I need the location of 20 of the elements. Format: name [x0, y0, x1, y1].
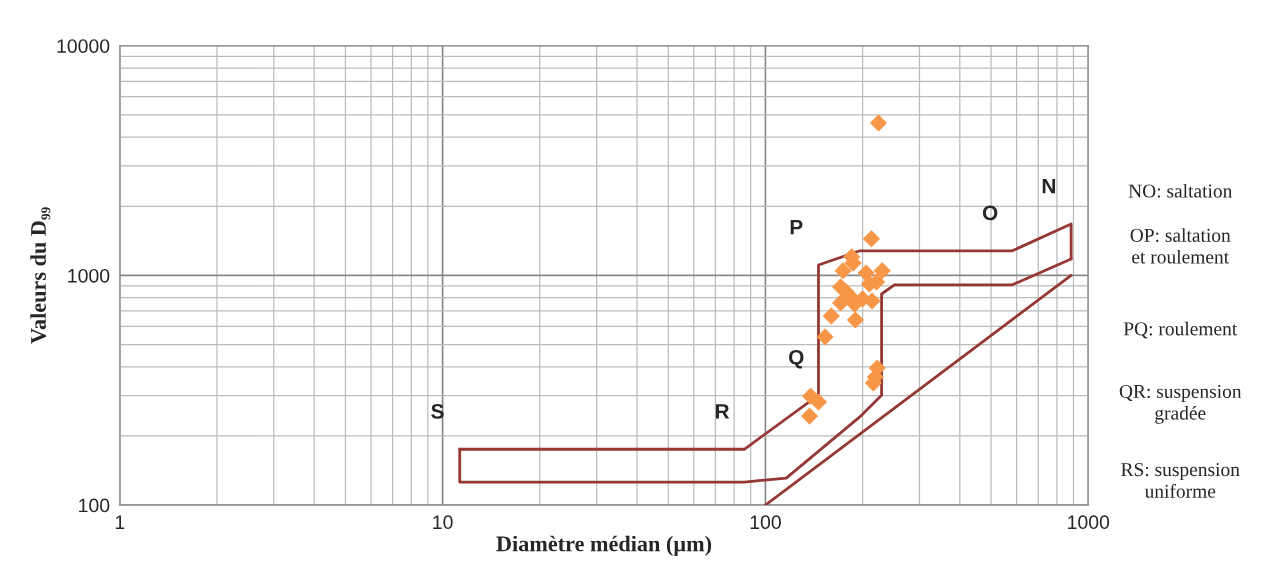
annotation: N	[1042, 178, 1056, 194]
x-tick-label: 1000	[1068, 515, 1110, 530]
text: OP: saltation et roulement	[1130, 228, 1231, 264]
text: RS: suspension uniforme	[1121, 463, 1240, 498]
annotation: Q	[789, 349, 804, 369]
text: QR: suspension gradée	[1119, 384, 1242, 424]
x-axis-title: Diamètre médian (µm)	[496, 535, 712, 556]
annotation: R	[715, 404, 730, 419]
annotation: O	[982, 205, 998, 221]
y-tick-label: 100	[79, 498, 110, 513]
text: PQ: roulement	[1123, 321, 1238, 339]
annotation: P	[790, 219, 803, 235]
x-tick-label: 100	[750, 515, 781, 530]
x-tick-label: 1	[115, 515, 125, 529]
y-axis-title: Valeurs du D₉₉	[30, 207, 51, 344]
y-tick-label: 10000	[57, 39, 110, 53]
y-tick-label: 1000	[68, 268, 110, 283]
x-tick-label: 10	[433, 515, 453, 530]
text: NO: saltation	[1128, 183, 1233, 198]
annotation: S	[431, 403, 444, 419]
